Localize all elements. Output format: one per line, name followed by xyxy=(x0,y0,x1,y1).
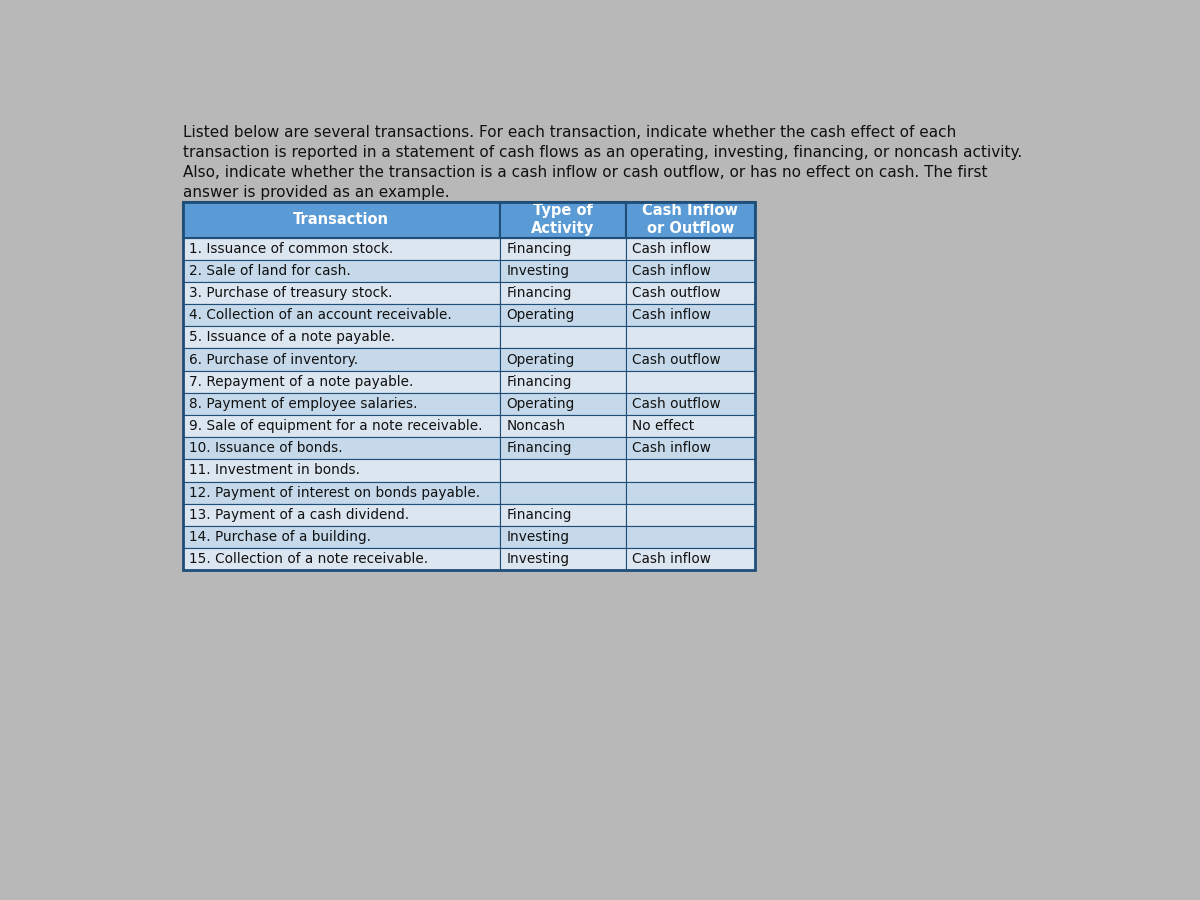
FancyBboxPatch shape xyxy=(626,504,755,526)
Text: Financing: Financing xyxy=(506,441,572,455)
Text: Financing: Financing xyxy=(506,508,572,522)
FancyBboxPatch shape xyxy=(626,202,755,238)
Text: Cash outflow: Cash outflow xyxy=(632,286,721,300)
FancyBboxPatch shape xyxy=(626,260,755,282)
Text: Noncash: Noncash xyxy=(506,419,565,433)
Text: Cash inflow: Cash inflow xyxy=(632,441,712,455)
FancyBboxPatch shape xyxy=(182,202,500,238)
Text: No effect: No effect xyxy=(632,419,695,433)
Text: Operating: Operating xyxy=(506,308,575,322)
FancyBboxPatch shape xyxy=(182,526,500,548)
FancyBboxPatch shape xyxy=(182,371,500,392)
FancyBboxPatch shape xyxy=(182,437,500,459)
Text: Operating: Operating xyxy=(506,353,575,366)
Text: Cash inflow: Cash inflow xyxy=(632,552,712,566)
FancyBboxPatch shape xyxy=(500,548,626,571)
FancyBboxPatch shape xyxy=(500,304,626,327)
FancyBboxPatch shape xyxy=(182,415,500,437)
Text: Listed below are several transactions. For each transaction, indicate whether th: Listed below are several transactions. F… xyxy=(182,125,1022,200)
FancyBboxPatch shape xyxy=(500,348,626,371)
Text: Cash inflow: Cash inflow xyxy=(632,308,712,322)
FancyBboxPatch shape xyxy=(182,348,500,371)
Text: Cash inflow: Cash inflow xyxy=(632,242,712,256)
FancyBboxPatch shape xyxy=(626,415,755,437)
FancyBboxPatch shape xyxy=(500,282,626,304)
Text: 15. Collection of a note receivable.: 15. Collection of a note receivable. xyxy=(190,552,428,566)
FancyBboxPatch shape xyxy=(626,282,755,304)
FancyBboxPatch shape xyxy=(500,526,626,548)
FancyBboxPatch shape xyxy=(182,548,500,571)
Text: 14. Purchase of a building.: 14. Purchase of a building. xyxy=(190,530,371,544)
FancyBboxPatch shape xyxy=(182,304,500,327)
FancyBboxPatch shape xyxy=(182,504,500,526)
Text: 7. Repayment of a note payable.: 7. Repayment of a note payable. xyxy=(190,374,414,389)
Text: 2. Sale of land for cash.: 2. Sale of land for cash. xyxy=(190,264,350,278)
Text: Type of
Activity: Type of Activity xyxy=(532,202,594,237)
Text: 1. Issuance of common stock.: 1. Issuance of common stock. xyxy=(190,242,394,256)
FancyBboxPatch shape xyxy=(500,260,626,282)
FancyBboxPatch shape xyxy=(182,392,500,415)
FancyBboxPatch shape xyxy=(500,392,626,415)
Text: Financing: Financing xyxy=(506,242,572,256)
Text: Financing: Financing xyxy=(506,374,572,389)
FancyBboxPatch shape xyxy=(626,482,755,504)
FancyBboxPatch shape xyxy=(500,415,626,437)
Text: 9. Sale of equipment for a note receivable.: 9. Sale of equipment for a note receivab… xyxy=(190,419,482,433)
Text: Operating: Operating xyxy=(506,397,575,411)
FancyBboxPatch shape xyxy=(626,371,755,392)
Text: Investing: Investing xyxy=(506,530,570,544)
Text: 3. Purchase of treasury stock.: 3. Purchase of treasury stock. xyxy=(190,286,392,300)
Text: Cash Inflow
or Outflow: Cash Inflow or Outflow xyxy=(642,202,738,237)
Text: 6. Purchase of inventory.: 6. Purchase of inventory. xyxy=(190,353,358,366)
Text: 13. Payment of a cash dividend.: 13. Payment of a cash dividend. xyxy=(190,508,409,522)
FancyBboxPatch shape xyxy=(500,202,626,238)
FancyBboxPatch shape xyxy=(626,392,755,415)
Text: Investing: Investing xyxy=(506,264,570,278)
Text: Cash inflow: Cash inflow xyxy=(632,264,712,278)
FancyBboxPatch shape xyxy=(500,482,626,504)
FancyBboxPatch shape xyxy=(500,504,626,526)
FancyBboxPatch shape xyxy=(500,459,626,482)
Text: 5. Issuance of a note payable.: 5. Issuance of a note payable. xyxy=(190,330,395,345)
Text: Financing: Financing xyxy=(506,286,572,300)
FancyBboxPatch shape xyxy=(500,371,626,392)
FancyBboxPatch shape xyxy=(500,238,626,260)
Text: Transaction: Transaction xyxy=(293,212,389,227)
FancyBboxPatch shape xyxy=(182,282,500,304)
Text: Cash outflow: Cash outflow xyxy=(632,397,721,411)
FancyBboxPatch shape xyxy=(626,459,755,482)
FancyBboxPatch shape xyxy=(626,526,755,548)
FancyBboxPatch shape xyxy=(182,459,500,482)
FancyBboxPatch shape xyxy=(500,437,626,459)
FancyBboxPatch shape xyxy=(626,437,755,459)
Text: 12. Payment of interest on bonds payable.: 12. Payment of interest on bonds payable… xyxy=(190,486,480,500)
FancyBboxPatch shape xyxy=(182,327,500,348)
Text: Cash outflow: Cash outflow xyxy=(632,353,721,366)
FancyBboxPatch shape xyxy=(626,304,755,327)
Text: Investing: Investing xyxy=(506,552,570,566)
FancyBboxPatch shape xyxy=(182,482,500,504)
Text: 4. Collection of an account receivable.: 4. Collection of an account receivable. xyxy=(190,308,452,322)
FancyBboxPatch shape xyxy=(626,348,755,371)
FancyBboxPatch shape xyxy=(182,260,500,282)
FancyBboxPatch shape xyxy=(626,548,755,571)
FancyBboxPatch shape xyxy=(182,238,500,260)
FancyBboxPatch shape xyxy=(626,327,755,348)
Text: 11. Investment in bonds.: 11. Investment in bonds. xyxy=(190,464,360,477)
FancyBboxPatch shape xyxy=(500,327,626,348)
Text: 10. Issuance of bonds.: 10. Issuance of bonds. xyxy=(190,441,343,455)
FancyBboxPatch shape xyxy=(626,238,755,260)
Text: 8. Payment of employee salaries.: 8. Payment of employee salaries. xyxy=(190,397,418,411)
